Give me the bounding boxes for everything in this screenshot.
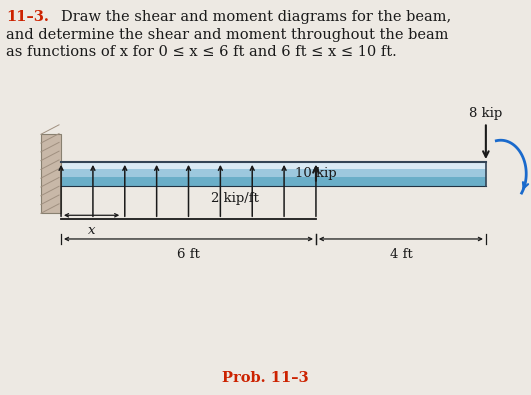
Text: 11–3.: 11–3. <box>6 10 49 24</box>
Bar <box>61 169 486 177</box>
Text: and determine the shear and moment throughout the beam: and determine the shear and moment throu… <box>6 28 449 41</box>
Text: x: x <box>88 224 96 237</box>
Text: 10 kip: 10 kip <box>295 167 337 180</box>
Text: 8 kip: 8 kip <box>469 107 502 120</box>
Text: Prob. 11–3: Prob. 11–3 <box>222 371 309 385</box>
Text: 2 kip/ft: 2 kip/ft <box>211 192 259 205</box>
Text: Draw the shear and moment diagrams for the beam,: Draw the shear and moment diagrams for t… <box>61 10 451 24</box>
Text: 6 ft: 6 ft <box>177 248 200 261</box>
Bar <box>41 134 61 213</box>
Bar <box>61 162 486 169</box>
Text: as functions of x for 0 ≤ x ≤ 6 ft and 6 ft ≤ x ≤ 10 ft.: as functions of x for 0 ≤ x ≤ 6 ft and 6… <box>6 45 397 59</box>
Text: 4 ft: 4 ft <box>390 248 412 261</box>
Bar <box>61 177 486 186</box>
